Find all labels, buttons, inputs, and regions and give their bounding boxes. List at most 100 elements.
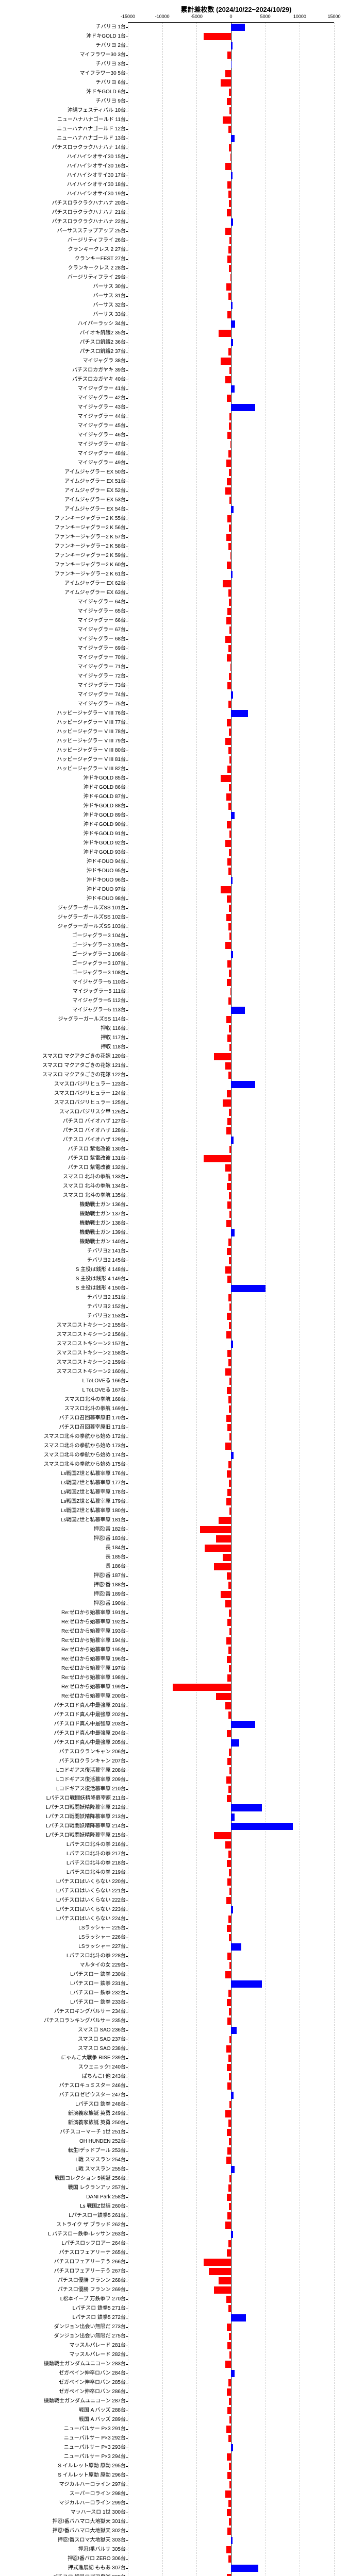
chart-row: ファンキージャグラー2 K 57台 — [128, 533, 334, 542]
row-label: ダンジョン出会い無限だ 275台 — [4, 2332, 126, 2341]
bar — [227, 2528, 231, 2535]
chart-title: 累計差枚数 (2024/10/22~2024/10/29) — [128, 4, 344, 14]
chart-row: ゴージャグラー3 106台 — [128, 950, 334, 959]
y-tick — [126, 472, 128, 473]
chart-row: LSラッシャー 225台 — [128, 1924, 334, 1933]
y-tick — [126, 1761, 128, 1762]
chart-row: Lパチスロ戦闘妖精降慕宰原 215台 — [128, 1831, 334, 1840]
chart-row: バーサス 33台 — [128, 310, 334, 319]
y-tick — [126, 157, 128, 158]
row-label: チバリヨ 6台 — [4, 78, 126, 88]
bar — [225, 1702, 231, 1709]
chart-row: パチスロフェアリーテ 265台 — [128, 2248, 334, 2258]
chart-row: ジャグラーガールズSS 101台 — [128, 904, 334, 913]
bar — [229, 1609, 231, 1617]
bar — [231, 710, 248, 717]
chart-row: マイジャグラー5 112台 — [128, 996, 334, 1006]
y-tick — [126, 973, 128, 974]
bar — [231, 1943, 241, 1951]
y-tick — [126, 602, 128, 603]
bar — [230, 441, 231, 448]
row-label: S イルレット原動 原動 296台 — [4, 2471, 126, 2480]
bar — [229, 2463, 231, 2470]
row-label: チバリヨ2 151台 — [4, 1293, 126, 1302]
chart-row: Lパチスロ戦闘妖精降慕宰原 212台 — [128, 1803, 334, 1812]
chart-row: チバリヨ2 153台 — [128, 1312, 334, 1321]
bar — [200, 1526, 231, 1533]
y-tick — [126, 1789, 128, 1790]
bar — [227, 1795, 231, 1802]
bar — [228, 126, 231, 133]
row-label: ニューハナハナゴールド 12台 — [4, 125, 126, 134]
chart-row: スマスロ SAO 236台 — [128, 2026, 334, 2035]
chart-row: 戦国 A バッズ 288台 — [128, 2406, 334, 2415]
bar — [231, 877, 233, 884]
chart-row: ハイハイシオサイ30 17台 — [128, 171, 334, 180]
chart-row: S 主役は銭形 4 148台 — [128, 1265, 334, 1275]
chart-row: 沖ドキDUO 94台 — [128, 857, 334, 867]
y-tick — [126, 630, 128, 631]
chart-row: パチスロラクラクハナハナ 21台 — [128, 208, 334, 217]
y-tick — [126, 741, 128, 742]
row-label: マイジャグラー 74台 — [4, 690, 126, 700]
y-tick — [126, 1038, 128, 1039]
bar — [231, 172, 233, 179]
bar — [225, 1600, 231, 1607]
row-label: 沖ドキGOLD 93台 — [4, 848, 126, 857]
row-label: Lパチスロ 鉄拳5 271台 — [4, 2304, 126, 2313]
x-tick: 15000 — [327, 14, 340, 19]
y-tick — [126, 1576, 128, 1577]
row-label: L パチスロー鉄拳-レッサン 263台 — [4, 2230, 126, 2239]
bar — [214, 1563, 231, 1570]
y-tick — [126, 1965, 128, 1966]
bar — [173, 1684, 231, 1691]
y-tick — [126, 231, 128, 232]
bar — [228, 293, 231, 300]
chart-row: 転生!デッドプール 253台 — [128, 2146, 334, 2156]
bar — [229, 107, 231, 114]
x-tick: 10000 — [293, 14, 306, 19]
bar — [219, 2277, 231, 2284]
row-label: マイジャグラー 73台 — [4, 681, 126, 690]
bar — [228, 1711, 231, 1719]
chart-row: パチスロランキングバルサー 235台 — [128, 2016, 334, 2026]
chart-row: クランキークレス 2 28台 — [128, 264, 334, 273]
row-label: Lパチスロはいくらない 224台 — [4, 1914, 126, 1924]
chart-row: ぱちんこ! 他 243台 — [128, 2072, 334, 2081]
chart-row: パチスロラクラクハナハナ 22台 — [128, 217, 334, 227]
bar — [226, 460, 231, 467]
bar — [223, 580, 231, 587]
bar — [229, 237, 231, 244]
row-label: マジカルハーロライン 299台 — [4, 2499, 126, 2508]
chart-row: パチスロラクラクハナハナ 14台 — [128, 143, 334, 152]
bar — [229, 422, 231, 430]
bar — [231, 2314, 246, 2321]
row-label: スマスロストキシーン2 160台 — [4, 1367, 126, 1377]
row-label: Lパチスロ北斗の拳 216台 — [4, 1840, 126, 1850]
y-tick — [126, 120, 128, 121]
row-label: Lパチスロ戦闘妖精降慕宰原 214台 — [4, 1822, 126, 1831]
row-label: パチスロラクラクハナハナ 14台 — [4, 143, 126, 152]
bar — [228, 543, 231, 550]
row-label: パチスロ 紫電改彼 132台 — [4, 1163, 126, 1173]
row-label: マッスルパレード 282台 — [4, 2350, 126, 2360]
y-tick — [126, 1001, 128, 1002]
y-tick — [126, 2234, 128, 2235]
chart-row: パチスロフェアリーテう 267台 — [128, 2267, 334, 2276]
bar — [231, 1814, 235, 1821]
row-label: スマスロストキシーン2 156台 — [4, 1330, 126, 1340]
chart-row: マイジャグラー 69台 — [128, 644, 334, 653]
bar — [231, 1137, 234, 1144]
row-label: Re:ゼロから始慕宰原 200台 — [4, 1692, 126, 1701]
chart-row: 新演義家族誕 英勇 249台 — [128, 2109, 334, 2119]
chart-row: 沖ドキDUO 98台 — [128, 894, 334, 904]
chart-row: 沖ドキGOLD 93台 — [128, 848, 334, 857]
row-label: スマスロ SAO 236台 — [4, 2026, 126, 2035]
row-label: LSラッシャー 225台 — [4, 1924, 126, 1933]
bar — [231, 135, 235, 142]
y-tick — [126, 55, 128, 56]
row-label: バーサスステップアップ 25台 — [4, 227, 126, 236]
row-label: Ls戦国Z世と私慕宰原 177台 — [4, 1479, 126, 1488]
y-tick — [126, 2503, 128, 2504]
y-tick — [126, 1650, 128, 1651]
